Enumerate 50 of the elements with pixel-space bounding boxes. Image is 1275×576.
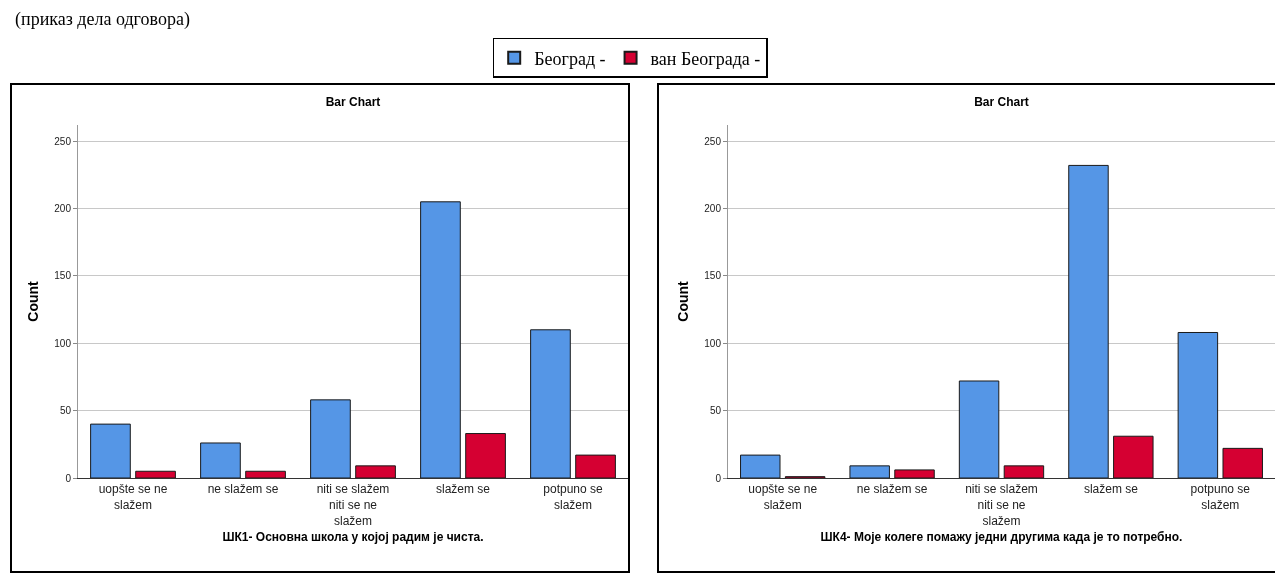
y-tick-label: 100	[704, 337, 722, 349]
x-tick-label: slažem se	[435, 482, 491, 497]
y-tick-label: 150	[54, 270, 72, 282]
bar	[355, 465, 396, 478]
bar	[200, 442, 241, 478]
x-tick-label: niti se slažem niti se ne slažem	[965, 482, 1038, 528]
y-tick-label: 0	[715, 472, 722, 484]
bar	[740, 454, 781, 478]
bar	[958, 380, 1000, 478]
y-tick-label: 250	[704, 135, 722, 147]
x-axis-title: ШК4- Моје колеге помажу једни другима када је то потребно.	[820, 530, 1183, 545]
legend-label: Београд -	[534, 48, 606, 69]
y-tick-label: 50	[709, 405, 722, 417]
x-tick-label: potpuno se slažem	[1190, 482, 1251, 512]
chart-title: Bar Chart	[974, 95, 1029, 110]
bar	[1068, 164, 1109, 478]
x-tick-label: potpuno se slažem	[543, 482, 604, 512]
text: (приказ дела одговора)	[15, 9, 190, 30]
x-tick-label: slažem se	[1083, 482, 1139, 497]
bar	[575, 454, 616, 478]
y-tick-label: 50	[59, 405, 72, 417]
y-tick-label: 0	[65, 472, 72, 484]
x-tick-label: ne slažem se	[856, 482, 928, 497]
bar	[310, 399, 351, 478]
bar	[465, 433, 506, 478]
bar	[90, 423, 131, 478]
y-tick-label: 200	[704, 203, 722, 215]
bar	[245, 470, 286, 478]
x-tick-label: uopšte se ne slažem	[748, 482, 818, 512]
bar	[420, 201, 461, 478]
chart-title: Bar Chart	[325, 95, 381, 110]
bar	[135, 470, 176, 478]
bar	[894, 469, 935, 478]
bar	[1177, 331, 1219, 478]
bar	[1113, 435, 1154, 478]
bar	[849, 465, 890, 478]
x-axis-title: ШК1- Основна школа у којој радим је чиста.	[222, 530, 484, 545]
bar	[530, 329, 571, 478]
x-tick-label: ne slažem se	[207, 482, 279, 497]
bar	[1222, 447, 1263, 478]
y-axis-title: Count	[24, 280, 41, 322]
x-tick-label: uopšte se ne slažem	[98, 482, 168, 512]
y-tick-label: 100	[54, 337, 72, 349]
y-tick-label: 200	[54, 203, 72, 215]
y-tick-label: 250	[54, 135, 72, 147]
y-tick-label: 150	[704, 270, 722, 282]
legend-label: ван Београда -	[650, 48, 761, 69]
x-tick-label: niti se slažem niti se ne slažem	[316, 482, 390, 528]
y-axis-title: Count	[674, 280, 691, 322]
bar	[1003, 465, 1045, 478]
